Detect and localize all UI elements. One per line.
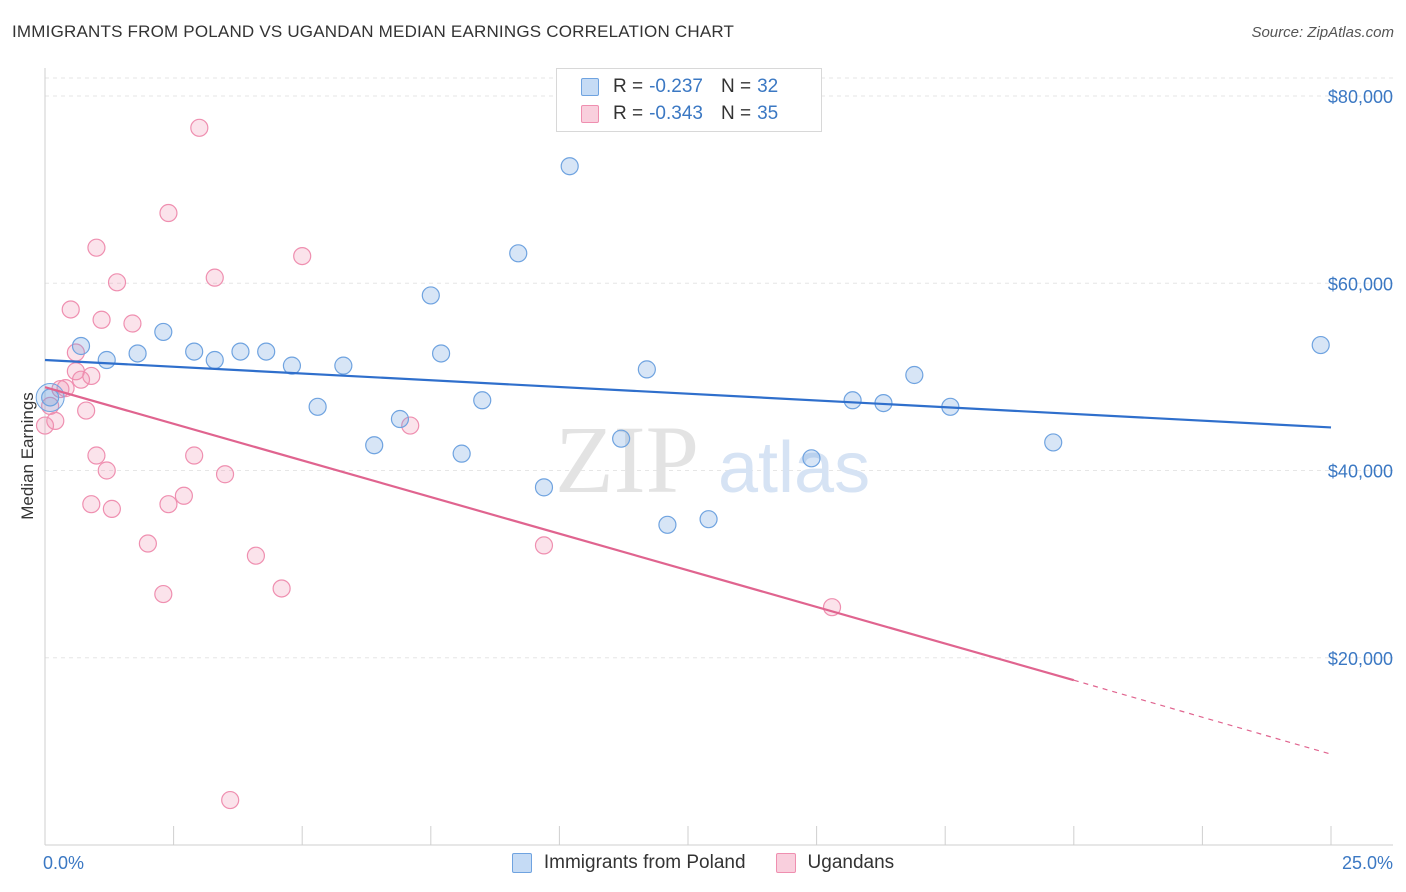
series-legend-label: Ugandans — [807, 852, 895, 873]
x-tick-label-min: 0.0% — [43, 853, 84, 873]
data-point-poland — [612, 429, 631, 448]
watermark: ZIP atlas — [555, 406, 870, 513]
series-legend: Immigrants from Poland Ugandans — [0, 852, 1406, 874]
data-point-poland — [843, 391, 862, 410]
data-point-poland — [308, 397, 327, 416]
data-point-poland — [185, 342, 204, 361]
data-point-ugandans — [159, 203, 178, 223]
data-point-ugandans — [205, 268, 224, 287]
data-point-poland — [699, 510, 718, 529]
series-legend-label: Immigrants from Poland — [543, 852, 746, 873]
data-point-poland — [257, 342, 276, 361]
data-point-poland — [905, 365, 924, 385]
series-legend-ugandans[interactable]: Ugandans — [775, 852, 895, 874]
data-point-poland — [473, 391, 492, 410]
data-point-poland — [509, 244, 528, 263]
data-point-poland — [231, 342, 250, 361]
legend-r-value: -0.237 — [649, 76, 703, 97]
data-point-poland — [334, 356, 353, 375]
data-point-ugandans — [102, 499, 121, 518]
axes — [44, 68, 1393, 846]
correlation-legend: R = -0.237 N = 32 R = -0.343 N = 35 — [556, 68, 822, 132]
series-legend-poland[interactable]: Immigrants from Poland — [511, 852, 746, 874]
data-point-ugandans — [190, 118, 209, 137]
source-label: Source: ZipAtlas.com — [1251, 24, 1394, 41]
data-point-poland — [1311, 335, 1330, 355]
y-tick-label: $20,000 — [1328, 649, 1393, 669]
data-point-ugandans — [159, 495, 178, 514]
y-tick-label: $40,000 — [1328, 462, 1393, 482]
data-point-poland — [802, 449, 821, 468]
grid-lines — [45, 77, 1393, 659]
data-point-ugandans — [87, 446, 106, 465]
data-point-poland — [154, 322, 173, 342]
x-tick-label-max: 25.0% — [1342, 853, 1393, 873]
data-point-ugandans — [215, 465, 235, 484]
trend-lines — [44, 358, 1332, 755]
data-point-ugandans — [174, 486, 193, 505]
data-point-poland — [1044, 433, 1063, 452]
data-point-poland — [658, 515, 677, 534]
legend-row-ugandans: R = -0.343 N = 35 — [581, 102, 778, 126]
data-point-ugandans — [61, 300, 80, 319]
trend-line-ugandans-extension — [1073, 679, 1332, 755]
data-point-poland — [365, 436, 384, 455]
legend-n-value: 35 — [757, 103, 779, 124]
data-point-ugandans — [77, 401, 96, 420]
data-point-ugandans — [246, 546, 266, 565]
data-point-ugandans — [185, 446, 204, 465]
y-tick-label: $80,000 — [1328, 87, 1393, 107]
data-point-ugandans — [401, 416, 420, 435]
data-point-ugandans — [123, 314, 142, 333]
data-point-poland — [390, 409, 410, 429]
legend-n-value: 32 — [757, 76, 779, 97]
data-point-poland — [97, 350, 116, 370]
legend-r-label: R = — [613, 76, 644, 97]
data-point-poland — [128, 344, 147, 363]
legend-row-poland: R = -0.237 N = 32 — [581, 75, 778, 99]
series-swatch-poland — [511, 853, 532, 873]
tick-labels: $20,000 $40,000 $60,000 $80,000 0.0% 25.0% — [43, 87, 1393, 873]
data-point-poland — [534, 478, 554, 497]
data-point-poland — [452, 444, 471, 463]
legend-n-label: N = — [720, 76, 752, 97]
data-point-ugandans — [154, 584, 173, 604]
data-point-ugandans — [87, 238, 106, 257]
data-point-ugandans — [272, 579, 291, 598]
legend-swatch-ugandans — [581, 105, 599, 123]
watermark-zip: ZIP — [555, 406, 699, 513]
data-point-ugandans — [534, 536, 554, 555]
series-ugandans — [35, 118, 842, 810]
chart-title: IMMIGRANTS FROM POLAND VS UGANDAN MEDIAN… — [12, 22, 735, 41]
legend-r-label: R = — [613, 103, 644, 124]
y-axis-label: Median Earnings — [18, 392, 37, 520]
data-point-poland — [205, 350, 224, 370]
data-point-ugandans — [138, 534, 157, 553]
data-point-ugandans — [82, 495, 101, 514]
data-point-ugandans — [97, 461, 116, 480]
trend-line-ugandans — [44, 386, 1075, 682]
data-point-poland — [431, 344, 451, 363]
data-point-poland — [71, 336, 91, 356]
data-point-ugandans — [221, 790, 240, 810]
y-tick-label: $60,000 — [1328, 274, 1393, 294]
data-point-poland — [560, 157, 579, 176]
data-point-ugandans — [82, 366, 101, 386]
data-point-ugandans — [107, 273, 127, 292]
watermark-atlas: atlas — [718, 428, 870, 508]
series-poland — [35, 157, 1330, 534]
data-point-ugandans — [92, 310, 111, 329]
data-point-ugandans — [71, 370, 91, 389]
data-point-ugandans — [35, 416, 55, 435]
data-point-poland — [637, 360, 656, 379]
series-swatch-ugandans — [775, 853, 796, 873]
data-point-poland — [421, 286, 440, 305]
legend-swatch-poland — [581, 78, 599, 96]
legend-n-label: N = — [720, 103, 752, 124]
legend-r-value: -0.343 — [649, 103, 703, 124]
data-point-ugandans — [293, 246, 312, 266]
data-point-poland — [282, 356, 302, 375]
trend-line-poland — [44, 358, 1332, 429]
